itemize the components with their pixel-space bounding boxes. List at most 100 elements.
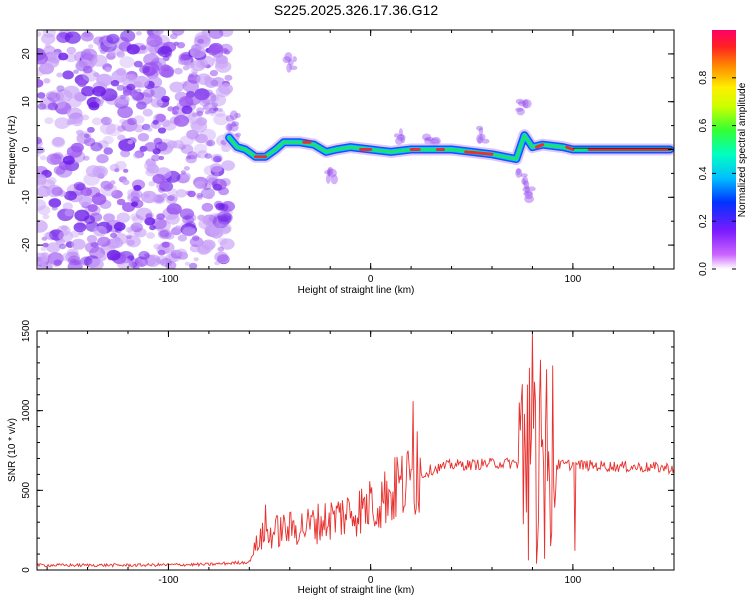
noise-blob [37,152,41,157]
noise-blob [160,257,172,267]
noise-blob [214,251,229,263]
noise-blob [522,99,529,109]
noise-blob [46,153,62,165]
noise-blob [516,107,525,116]
noise-blob [180,170,187,175]
noise-blob [155,113,166,122]
noise-blob [131,201,138,207]
noise-blob [41,236,48,241]
noise-blob [288,59,294,67]
noise-blob [144,253,150,258]
noise-blob [132,265,140,269]
noise-blob [116,94,130,105]
noise-blob [88,258,104,269]
noise-blob [178,53,189,61]
noise-blob [179,208,195,220]
colorbar-gradient [712,30,736,269]
noise-blob [429,138,440,146]
noise-blob [481,138,490,144]
noise-blob [97,236,111,247]
noise-blob [157,249,166,256]
noise-blob [172,110,178,115]
noise-blob [205,89,213,96]
snr-ylabel: SNR (10 * v/v) [7,418,18,482]
noise-blob [229,123,239,132]
noise-blob [115,228,122,234]
noise-cloud [37,30,536,269]
noise-blob [62,155,75,165]
noise-blob [111,189,123,199]
noise-blob [42,242,49,248]
noise-blob [144,142,158,152]
noise-blob [522,186,529,192]
noise-blob [192,235,200,242]
noise-blob [422,133,432,141]
noise-blob [87,204,98,213]
colorbar-tick-label: 0.0 [698,262,709,276]
noise-blob [167,106,175,112]
noise-blob [132,215,144,224]
noise-blob [210,79,219,87]
noise-blob [120,149,131,158]
noise-blob [210,163,223,173]
colorbar-ticks: 0.0 0.2 0.4 0.6 0.8 [698,70,736,276]
noise-blob [189,132,201,141]
noise-blob [116,51,126,58]
noise-blob [48,198,62,208]
noise-blob [37,67,46,77]
noise-blob [221,144,231,153]
noise-blob [92,86,106,97]
noise-blob [330,174,338,185]
y-tick-label: 500 [21,482,32,499]
noise-blob [55,165,73,178]
colorbar-tick-label: 0.8 [698,70,709,84]
noise-blob [212,183,223,191]
noise-blob [169,81,184,93]
noise-blob [175,189,187,198]
noise-blob [218,217,226,223]
noise-blob [126,83,136,91]
noise-blob [217,246,225,252]
noise-blob [397,134,406,142]
noise-blob [214,261,220,266]
noise-blob [183,166,190,171]
noise-blob [93,225,107,237]
noise-blob [99,199,112,209]
noise-blob [524,195,534,204]
noise-blob [152,119,159,125]
noise-blob [196,107,205,114]
noise-blob [292,56,297,63]
noise-blob [146,212,155,219]
noise-blob [41,33,56,45]
noise-blob [37,219,48,233]
noise-blob [73,69,79,74]
track-core-segment [535,143,545,149]
noise-blob [37,92,46,99]
noise-blob [522,99,532,109]
noise-blob [147,127,153,132]
noise-blob [130,189,143,199]
noise-blob [109,180,116,185]
noise-blob [133,115,145,124]
noise-blob [219,238,235,250]
noise-blob [144,217,156,226]
noise-blob [522,176,529,186]
noise-blob [100,116,112,126]
noise-blob [135,207,153,221]
noise-blob [133,124,144,133]
noise-blob [515,98,525,105]
noise-blob [80,31,94,42]
noise-blob [213,113,229,126]
noise-blob [37,103,47,110]
noise-blob [73,181,85,191]
noise-blob [476,133,484,144]
noise-blob [165,195,178,205]
noise-blob [58,230,74,242]
noise-blob [37,78,44,88]
noise-blob [96,154,109,164]
noise-blob [37,199,47,211]
noise-blob [62,70,74,80]
noise-blob [44,117,54,125]
noise-blob [66,120,73,126]
